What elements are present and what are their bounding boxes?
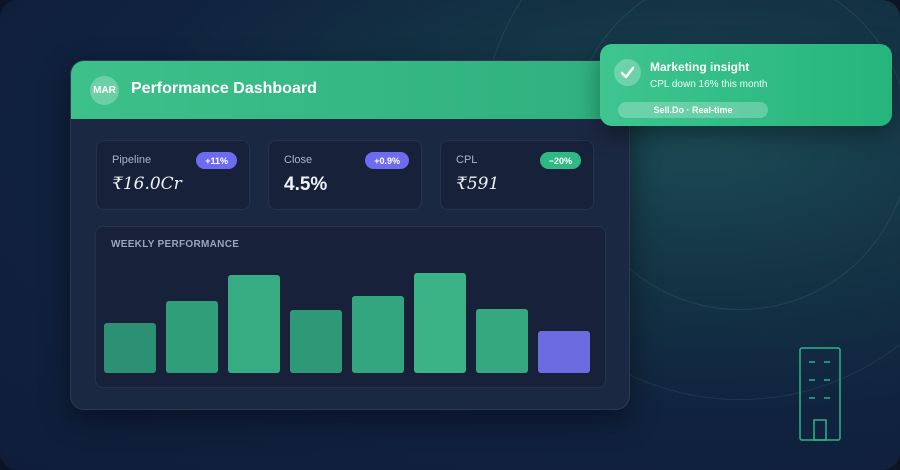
dashboard-title: Performance Dashboard [131, 80, 317, 97]
kpi-value: ₹16.0Cr [112, 174, 182, 194]
kpi-badge: +0.9% [365, 152, 409, 169]
chart-title: WEEKLY PERFORMANCE [111, 239, 240, 250]
check-icon [614, 59, 641, 86]
notification-message: CPL down 16% this month [650, 79, 768, 90]
notification-tag: Sell.Do · Real-time [618, 102, 768, 118]
bar [290, 310, 342, 373]
notification-title: Marketing insight [650, 60, 750, 74]
kpi-label: Pipeline [112, 154, 152, 166]
kpi-value: 4.5% [284, 174, 328, 195]
dashboard-card: MAR Performance Dashboard Pipeline +11% … [70, 60, 630, 410]
kpi-card: CPL −20% ₹591 [440, 140, 594, 210]
avatar: MAR [90, 76, 119, 105]
kpi-badge: +11% [196, 152, 237, 169]
bar [414, 273, 466, 373]
bar-chart [104, 273, 590, 373]
bar [352, 296, 404, 373]
notification-toast[interactable]: Marketing insight CPL down 16% this mont… [600, 44, 892, 126]
card-header: MAR Performance Dashboard [71, 61, 629, 119]
bar [166, 301, 218, 373]
bar [538, 331, 590, 373]
bar [104, 323, 156, 373]
kpi-badge: −20% [539, 152, 581, 169]
bar [476, 309, 528, 373]
bar [228, 275, 280, 373]
kpi-value: ₹591 [456, 174, 500, 194]
kpi-card: Close +0.9% 4.5% [268, 140, 422, 210]
kpi-label: CPL [456, 154, 478, 166]
kpi-card: Pipeline +11% ₹16.0Cr [96, 140, 250, 210]
building-icon [799, 347, 841, 441]
chart-panel: WEEKLY PERFORMANCE [95, 226, 606, 388]
kpi-label: Close [284, 154, 313, 166]
